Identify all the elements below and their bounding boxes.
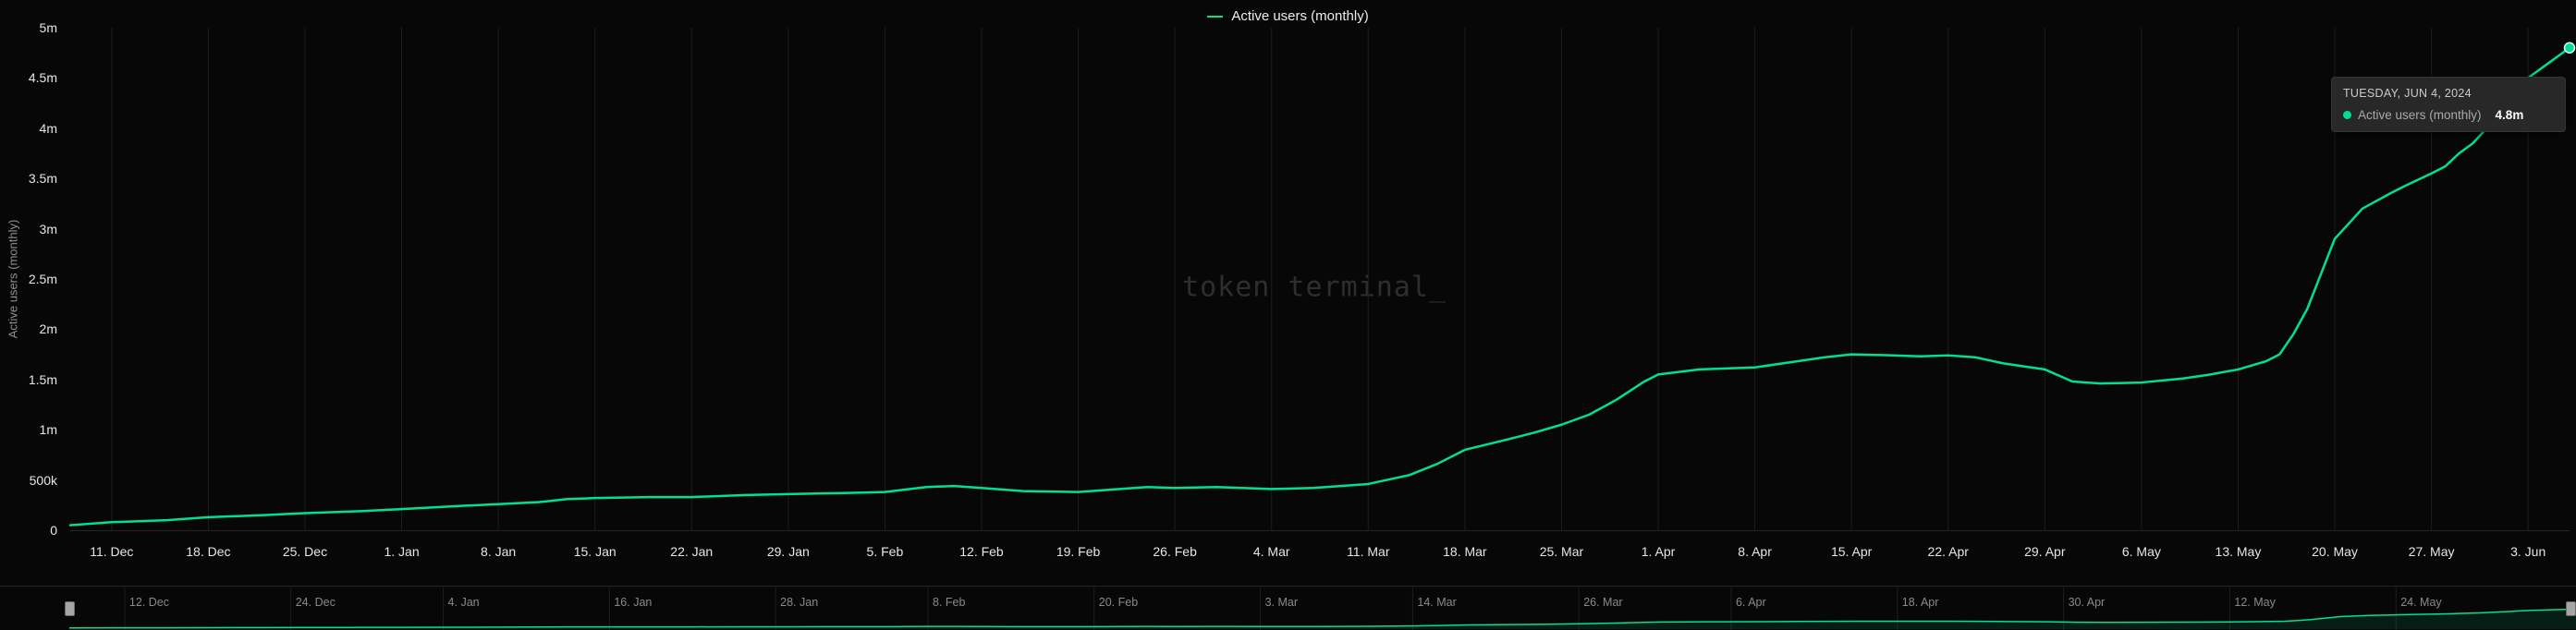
tooltip: TUESDAY, JUN 4, 2024 Active users (month… (2331, 77, 2566, 132)
x-tick-label: 6. May (2121, 544, 2161, 559)
y-tick-label: 500k (29, 472, 57, 488)
x-tick-label: 1. Jan (384, 544, 420, 559)
x-tick-label: 11. Mar (1347, 544, 1390, 559)
series-end-marker (2563, 42, 2576, 55)
navigator-area (69, 609, 2576, 629)
navigator[interactable]: 12. Dec 24. Dec 4. Jan 16. Jan 28. Jan 8. Feb… (0, 586, 2576, 630)
y-tick-label: 4.5m (28, 70, 57, 86)
navigator-tick-label: 24. May (2400, 596, 2442, 609)
x-tick-label: 26. Feb (1153, 544, 1197, 559)
x-tick-label: 12. Feb (959, 544, 1004, 559)
x-tick-label: 18. Mar (1443, 544, 1487, 559)
tooltip-series-row: Active users (monthly) 4.8m (2343, 108, 2554, 122)
navigator-tick-label: 4. Jan (447, 596, 480, 609)
x-tick-label: 25. Dec (282, 544, 328, 559)
navigator-tick-label: 24. Dec (295, 596, 336, 609)
series-dot-icon (2343, 111, 2351, 119)
x-tick-label: 3. Jun (2510, 544, 2546, 559)
legend-line-icon (1207, 15, 1224, 18)
y-tick-label: 2m (39, 321, 57, 337)
x-tick-label: 15. Apr (1830, 544, 1873, 559)
legend-label: Active users (monthly) (1231, 8, 1369, 24)
x-tick-label: 1. Apr (1641, 544, 1676, 559)
tooltip-series-label: Active users (monthly) (2358, 108, 2482, 122)
navigator-left-handle[interactable] (65, 601, 75, 616)
navigator-tick-label: 18. Apr (1901, 596, 1939, 609)
series-line (68, 46, 2571, 527)
x-tick-label: 29. Jan (766, 544, 810, 559)
navigator-tick-label: 20. Feb (1098, 596, 1139, 609)
navigator-tick-label: 26. Mar (1583, 596, 1623, 609)
x-tick-label: 19. Feb (1056, 544, 1101, 559)
x-tick-label: 8. Jan (481, 544, 517, 559)
navigator-tick-label: 30. Apr (2068, 596, 2106, 609)
y-tick-label: 1.5m (28, 371, 57, 387)
legend-item-active-users[interactable]: Active users (monthly) (0, 8, 2576, 24)
x-tick-label: 22. Jan (670, 544, 714, 559)
navigator-tick-label: 6. Apr (1736, 596, 1766, 609)
navigator-tick-label: 3. Mar (1264, 596, 1298, 609)
x-tick-label: 5. Feb (866, 544, 904, 559)
x-tick-label: 20. May (2312, 544, 2358, 559)
token-terminal-watermark: token terminal_ (1182, 271, 1447, 304)
navigator-series-line (68, 608, 2576, 629)
y-tick-label: 2.5m (28, 272, 57, 286)
x-tick-label: 18. Dec (186, 544, 231, 559)
y-tick-label: 3.5m (28, 171, 57, 187)
navigator-right-handle[interactable] (2566, 601, 2576, 616)
y-tick-label: 4m (39, 120, 57, 136)
navigator-tick-label: 12. May (2234, 596, 2276, 609)
y-tick-label: 3m (39, 221, 57, 236)
y-tick-label: 5m (39, 20, 57, 35)
x-tick-label: 22. Apr (1927, 544, 1969, 559)
y-tick-label: 0 (50, 523, 57, 538)
tooltip-value: 4.8m (2495, 108, 2524, 122)
navigator-tick-label: 16. Jan (614, 596, 653, 609)
x-tick-label: 29. Apr (2024, 544, 2066, 559)
navigator-tick-label: 14. Mar (1417, 596, 1457, 609)
navigator-tick-label: 8. Feb (932, 596, 966, 609)
navigator-tick-label: 12. Dec (128, 596, 170, 609)
x-tick-label: 4. Mar (1252, 544, 1290, 559)
x-tick-label: 15. Jan (573, 544, 617, 559)
x-tick-label: 27. May (2408, 544, 2455, 559)
navigator-plot[interactable] (0, 587, 2576, 630)
main-chart-plot[interactable] (0, 0, 2576, 577)
tooltip-date: TUESDAY, JUN 4, 2024 (2343, 87, 2472, 100)
x-tick-label: 11. Dec (90, 544, 134, 559)
navigator-tick-label: 28. Jan (780, 596, 819, 609)
x-tick-label: 25. Mar (1539, 544, 1584, 559)
y-tick-label: 1m (39, 422, 57, 438)
x-tick-label: 8. Apr (1738, 544, 1772, 559)
x-tick-label: 13. May (2215, 544, 2262, 559)
